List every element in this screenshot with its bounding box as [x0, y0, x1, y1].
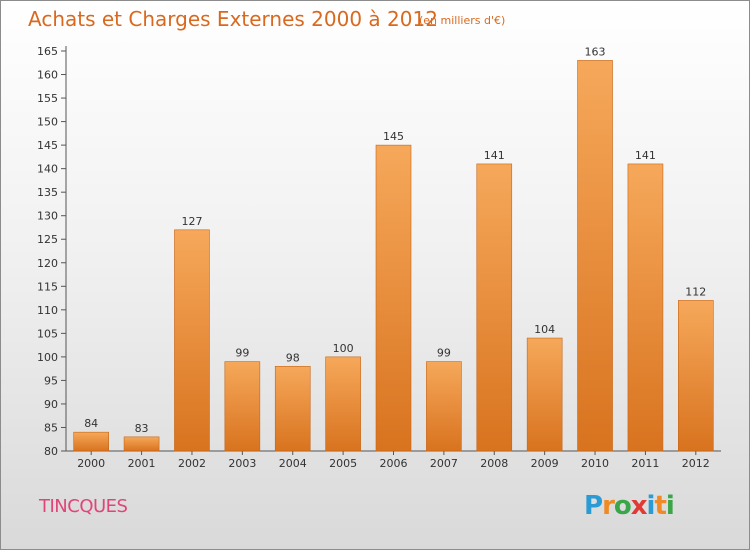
logo-letter: o	[613, 491, 632, 521]
bar-value-label: 127	[181, 215, 202, 228]
bar-value-label: 83	[135, 422, 149, 435]
bar-value-label: 112	[685, 285, 706, 298]
bar-value-label: 100	[333, 342, 354, 355]
y-tick-label: 150	[37, 116, 58, 129]
x-tick-label: 2002	[178, 457, 206, 470]
y-tick-label: 160	[37, 69, 58, 82]
labels: 2000 84 2001 83 2002 127 2003 99 2004 98 2005 100 20…	[77, 45, 710, 470]
logo-letter: i	[646, 491, 656, 521]
bar-value-label: 98	[286, 351, 300, 364]
logo-letter: r	[602, 491, 615, 521]
bar-value-label: 104	[534, 323, 555, 336]
bar-value-label: 141	[484, 149, 505, 162]
y-tick-label: 140	[37, 163, 58, 176]
bar-value-label: 145	[383, 130, 404, 143]
x-tick-label: 2000	[77, 457, 105, 470]
logo-letter: i	[665, 491, 675, 521]
y-tick-label: 110	[37, 304, 58, 317]
y-tick-label: 100	[37, 351, 58, 364]
y-tick-label: 165	[37, 45, 58, 58]
y-tick-label: 115	[37, 280, 58, 293]
x-tick-label: 2011	[631, 457, 659, 470]
bar	[174, 229, 210, 452]
x-tick-label: 2005	[329, 457, 357, 470]
proxiti-logo: Proxiti	[584, 491, 675, 521]
y-tick-label: 155	[37, 92, 58, 105]
bars	[73, 60, 714, 452]
x-tick-label: 2004	[279, 457, 307, 470]
y-tick-label: 85	[44, 421, 58, 434]
bar	[375, 144, 412, 452]
x-tick-label: 2008	[480, 457, 508, 470]
bar	[224, 361, 261, 452]
chart-unit: (en milliers d'€)	[419, 14, 506, 27]
y-tick-label: 135	[37, 186, 58, 199]
y-tick-label: 120	[37, 257, 58, 270]
x-tick-label: 2001	[128, 457, 156, 470]
y-tick-label: 105	[37, 327, 58, 340]
logo-letter: t	[654, 491, 666, 521]
bar	[577, 60, 613, 452]
bar	[123, 436, 160, 452]
y-tick-label: 95	[44, 374, 58, 387]
bar-value-label: 141	[635, 149, 656, 162]
bar	[73, 431, 109, 452]
bar-value-label: 99	[437, 347, 451, 360]
city-name: TINCQUES	[39, 496, 128, 517]
logo-letter: P	[584, 491, 603, 521]
bar	[678, 300, 714, 452]
y-tick-label: 125	[37, 233, 58, 246]
x-tick-label: 2010	[581, 457, 609, 470]
logo-letter: x	[630, 491, 648, 521]
bar	[476, 163, 513, 452]
x-tick-label: 2012	[682, 457, 710, 470]
bar	[426, 361, 462, 452]
bar	[325, 356, 361, 452]
y-tick-label: 80	[44, 445, 58, 458]
bar-value-label: 99	[235, 347, 249, 360]
bar	[274, 365, 311, 452]
x-tick-label: 2006	[380, 457, 408, 470]
chart-title: Achats et Charges Externes 2000 à 2012	[28, 7, 438, 31]
bar	[526, 337, 563, 452]
bar	[627, 163, 664, 452]
x-tick-label: 2007	[430, 457, 458, 470]
y-tick-label: 145	[37, 139, 58, 152]
bar-value-label: 163	[585, 45, 606, 58]
bar-value-label: 84	[84, 417, 98, 430]
x-tick-label: 2003	[228, 457, 256, 470]
y-tick-label: 130	[37, 210, 58, 223]
x-tick-label: 2009	[531, 457, 559, 470]
axes: 80 85 90 95 100 105 110 115 120 125 130 135 140 145 15…	[37, 45, 721, 458]
y-tick-label: 90	[44, 398, 58, 411]
